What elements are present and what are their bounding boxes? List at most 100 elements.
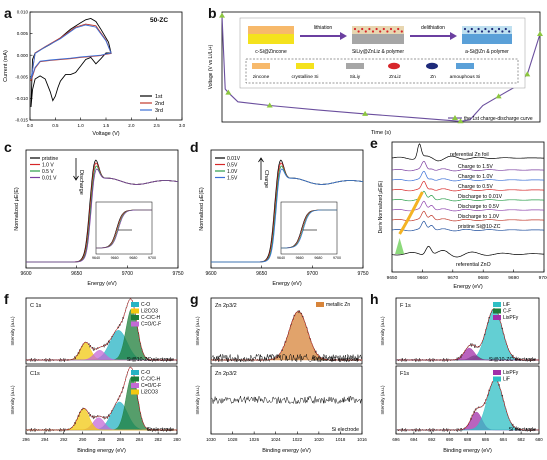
derivative-series-line (391, 220, 544, 232)
x-tick-label: 1018 (336, 437, 346, 442)
x-tick-label: 0.0 (27, 123, 34, 128)
x-tick-label: 0.5 (52, 123, 59, 128)
znliz-dot (357, 30, 360, 33)
legend-swatch (131, 321, 139, 327)
y-axis-label: Intensity (a.u.) (195, 316, 200, 346)
legend-swatch (493, 308, 501, 314)
y-axis-label: Current (mA) (3, 50, 9, 82)
key-label: crystalline Si (292, 74, 319, 80)
xps-spectrum-title: Zn 2p3/2 (215, 303, 237, 309)
xps-envelope (396, 379, 539, 431)
legend-swatch (131, 370, 139, 375)
x-tick-label: 9600 (205, 271, 216, 277)
legend-entry: pristine (42, 156, 58, 162)
y-axis-label: Intensity (a.u.) (10, 385, 15, 415)
y-tick-label: 0.010 (17, 10, 29, 15)
zn-dot (463, 27, 467, 31)
curve-marker (537, 31, 543, 36)
zn-dot (470, 27, 473, 31)
amorphous-si-layer (462, 34, 512, 44)
x-axis-label: Binding energy (eV) (262, 448, 311, 454)
legend-entry: 0.01 V (42, 176, 57, 182)
x-tick-label: 1026 (249, 437, 259, 442)
zn-dot (474, 30, 477, 33)
x-tick-label: 9670 (447, 275, 458, 281)
y-axis-label: Voltage (V vs Li/Li+) (208, 44, 214, 89)
plot-frame (391, 141, 545, 273)
legend-entry: 2nd (155, 101, 164, 107)
legend-swatch (131, 315, 139, 320)
x-axis-label: Time (s) (371, 130, 391, 136)
xps-spectrum-title: F1s (400, 371, 409, 377)
legend-entry: LiF (503, 377, 510, 383)
xps-sample-label: Si@10-ZC electrode (127, 357, 174, 363)
curve-marker (495, 93, 502, 99)
xps-component-peak (211, 311, 362, 361)
cv-series-line (30, 24, 112, 80)
xps-envelope (26, 298, 177, 361)
x-tick-label: 282 (154, 437, 162, 442)
x-tick-label: 1.5 (103, 123, 110, 128)
zn-dot (487, 30, 490, 33)
xps-envelope (26, 366, 177, 431)
panel-label-f: f (4, 291, 9, 307)
key-label: zincone (253, 74, 270, 80)
xps-spectrum-title: C1s (30, 371, 40, 377)
delithiation-arrow (410, 32, 457, 40)
znliz-dot (400, 30, 403, 33)
arrow-label: lithiation (314, 25, 333, 31)
derivative-series-line (391, 160, 544, 172)
xanes-discharge-chart: 9600 9650 9700 9750 Energy (eV) Normalized μE… (14, 149, 184, 287)
y-tick-label: -0.005 (15, 74, 28, 79)
zn-dot (497, 27, 501, 31)
plot-frame (25, 149, 179, 269)
znliz-dot (353, 27, 357, 31)
xps-noise-data (211, 395, 363, 405)
zn-dot (467, 30, 470, 33)
xanes-series-line (26, 168, 179, 263)
y-tick-label: 0.005 (17, 31, 29, 36)
legend-entry: 1st (155, 94, 163, 100)
x-tick-label: 1024 (271, 437, 281, 442)
legend-marker (452, 115, 458, 120)
key-label: SiLiy (350, 74, 361, 80)
x-tick-label: 2.5 (154, 123, 161, 128)
legend-entry: C=O/C-F (141, 322, 161, 328)
curve-marker (457, 118, 464, 124)
series-label: Discharge to 1.0V (458, 214, 500, 220)
xps-sample-label: Si electrode (332, 427, 360, 433)
y-axis-label: Normalized μE(E) (199, 187, 205, 231)
legend-entry: 3rd (155, 108, 163, 114)
x-tick-label: 280 (173, 437, 181, 442)
legend-entry: metallic Zn (326, 302, 350, 308)
y-axis-label: Normalized μE(E) (14, 187, 20, 231)
plot-frame (221, 11, 541, 123)
step-label: c-Si@Zincone (255, 49, 287, 55)
znliz-dot (375, 27, 378, 31)
xps-subplot-frame (210, 297, 363, 365)
zn-dot (494, 30, 497, 33)
znliz-dot (397, 27, 400, 31)
x-tick-label: 1020 (314, 437, 324, 442)
inset-tick-label: 9640 (92, 256, 100, 260)
x-tick-label: 292 (60, 437, 68, 442)
legend-entry: 0.01V (227, 156, 241, 162)
xps-spectrum-title: C 1s (30, 303, 42, 309)
panel-label-b: b (208, 5, 217, 21)
legend-entry: C-O (141, 302, 150, 308)
y-axis-label: Deriv Normalized μE(E) (378, 180, 384, 233)
plot-frame (210, 149, 364, 269)
x-tick-label: 284 (136, 437, 144, 442)
highlight-arrow (398, 191, 424, 235)
x-tick-label: 690 (446, 437, 454, 442)
derivative-series-line (391, 143, 544, 162)
legend-entry: the 1st charge-discharge curve (464, 116, 533, 122)
x-tick-label: 3.0 (179, 123, 186, 128)
inset-tick-label: 9680 (129, 256, 137, 260)
x-tick-label: 680 (535, 437, 543, 442)
zn-dot (477, 27, 480, 31)
legend-entry: C-F (503, 309, 511, 315)
panel-label-d: d (190, 139, 199, 155)
sili-layer (352, 34, 404, 44)
